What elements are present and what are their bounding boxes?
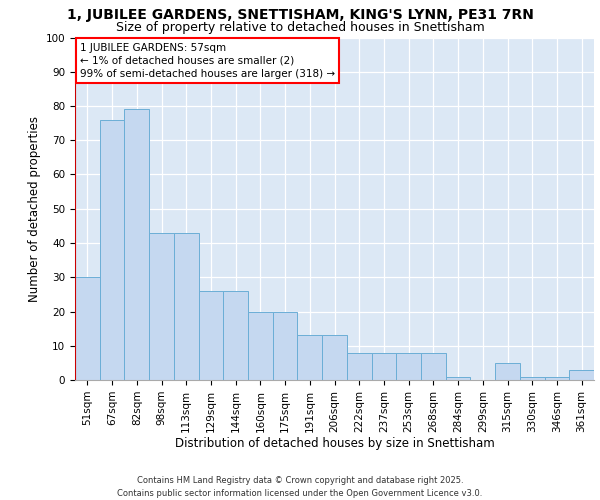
Bar: [223, 291, 248, 380]
Bar: [569, 370, 594, 380]
Bar: [322, 336, 347, 380]
Bar: [174, 232, 199, 380]
Bar: [421, 352, 446, 380]
Bar: [446, 376, 470, 380]
Bar: [520, 376, 545, 380]
Text: 1 JUBILEE GARDENS: 57sqm
← 1% of detached houses are smaller (2)
99% of semi-det: 1 JUBILEE GARDENS: 57sqm ← 1% of detache…: [80, 42, 335, 79]
Bar: [545, 376, 569, 380]
Bar: [248, 312, 273, 380]
Bar: [495, 363, 520, 380]
Bar: [149, 232, 174, 380]
Bar: [347, 352, 371, 380]
Bar: [100, 120, 124, 380]
Text: Size of property relative to detached houses in Snettisham: Size of property relative to detached ho…: [116, 21, 484, 34]
X-axis label: Distribution of detached houses by size in Snettisham: Distribution of detached houses by size …: [175, 438, 494, 450]
Text: Contains HM Land Registry data © Crown copyright and database right 2025.
Contai: Contains HM Land Registry data © Crown c…: [118, 476, 482, 498]
Bar: [396, 352, 421, 380]
Text: 1, JUBILEE GARDENS, SNETTISHAM, KING'S LYNN, PE31 7RN: 1, JUBILEE GARDENS, SNETTISHAM, KING'S L…: [67, 8, 533, 22]
Y-axis label: Number of detached properties: Number of detached properties: [28, 116, 41, 302]
Bar: [124, 110, 149, 380]
Bar: [75, 277, 100, 380]
Bar: [273, 312, 298, 380]
Bar: [199, 291, 223, 380]
Bar: [298, 336, 322, 380]
Bar: [371, 352, 396, 380]
